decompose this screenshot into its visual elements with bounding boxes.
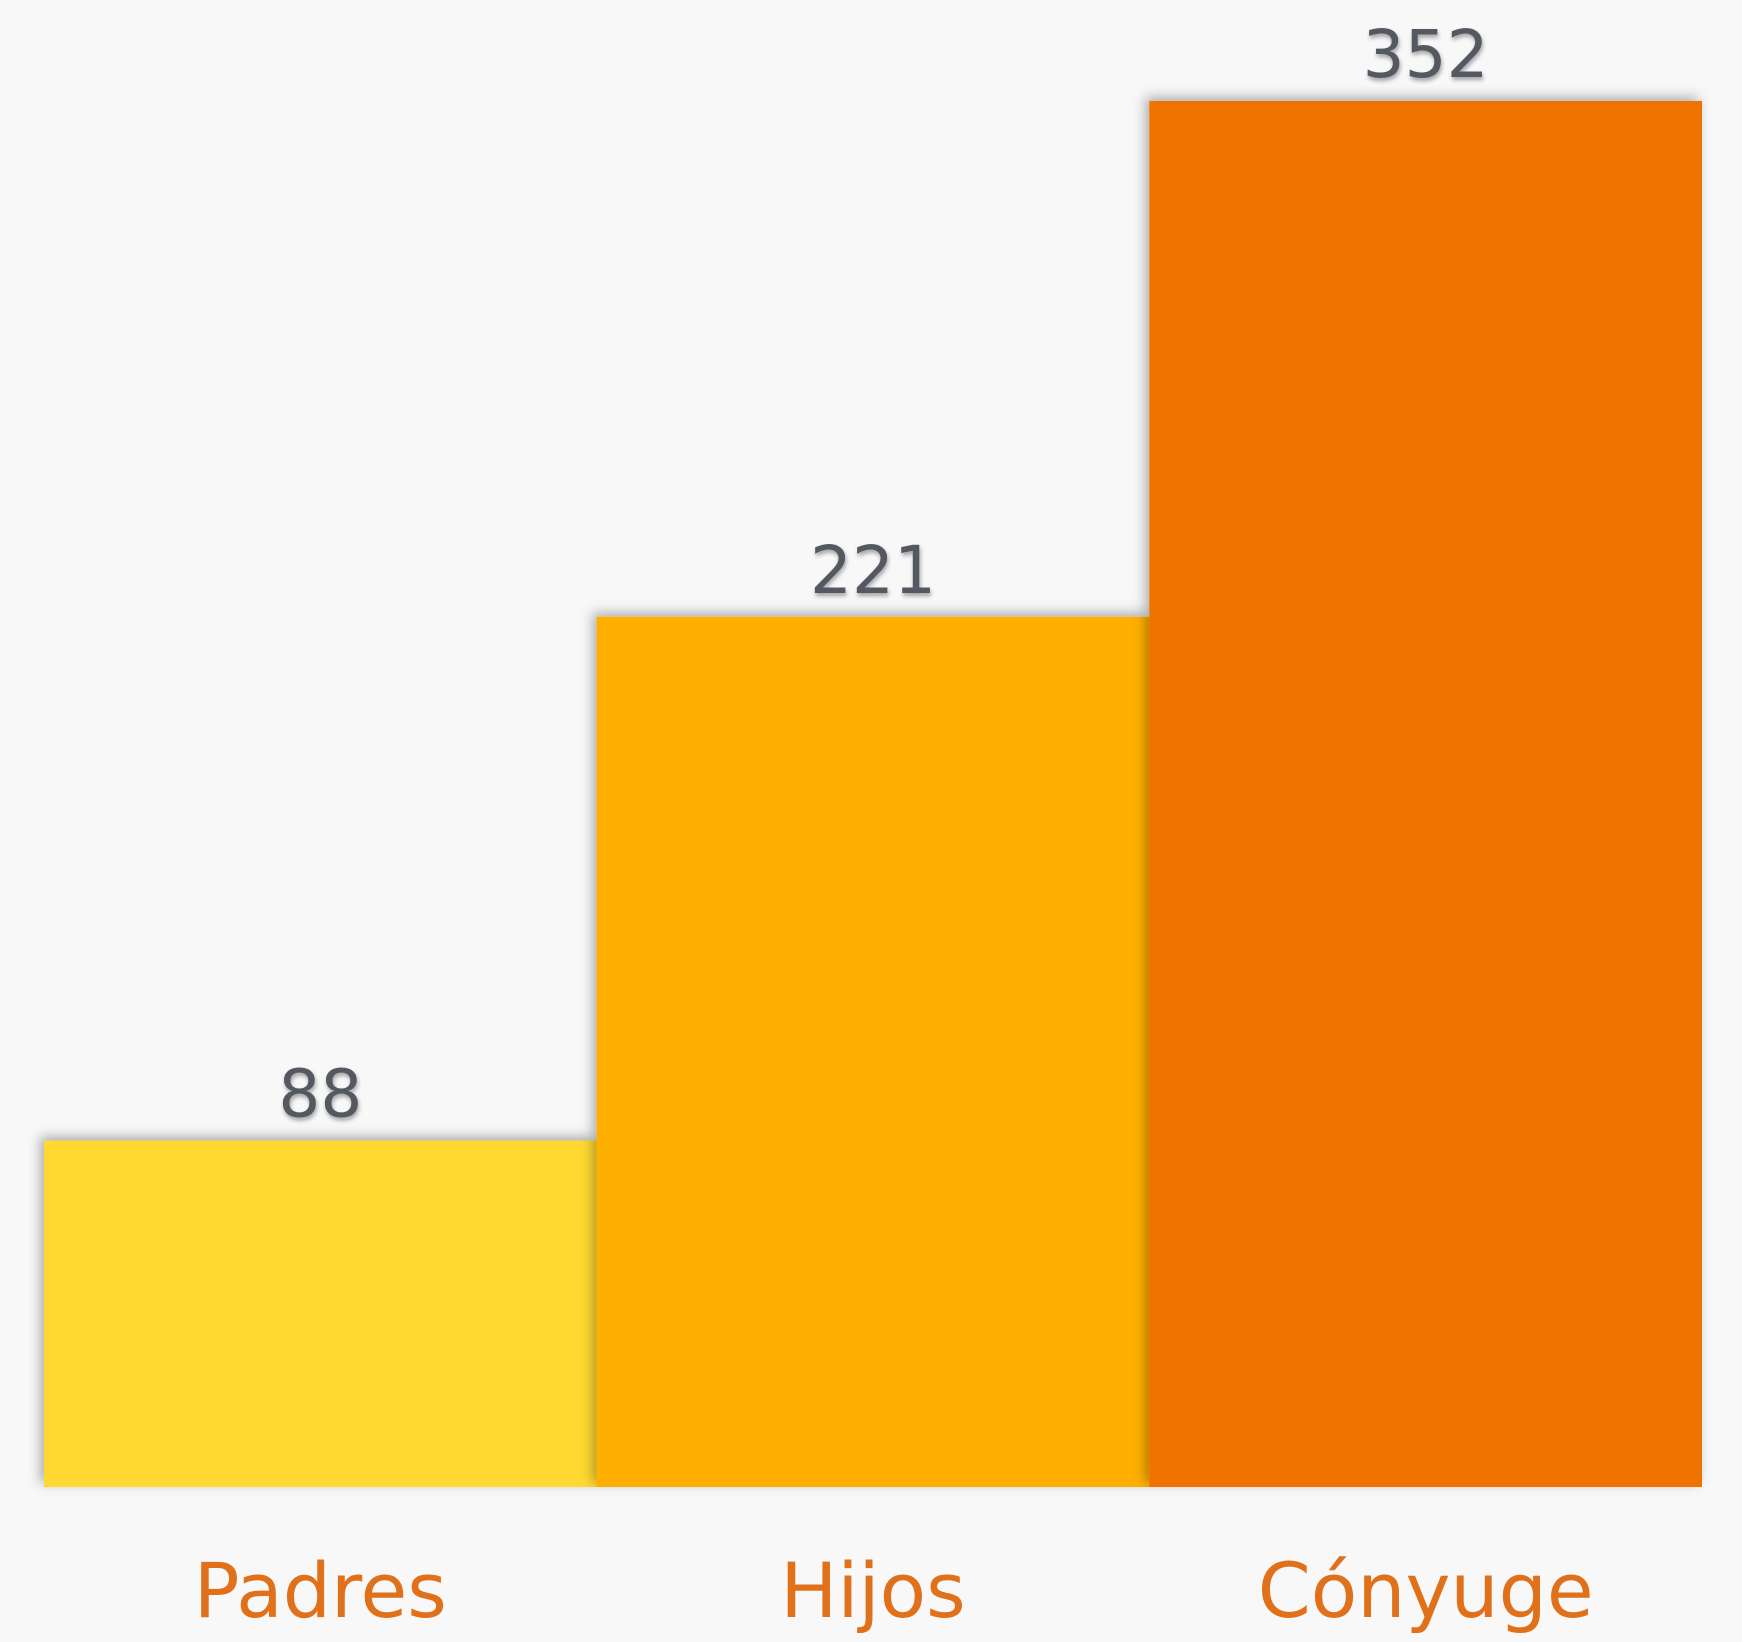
x-tick-label: Cónyuge <box>1258 1546 1594 1635</box>
value-label: 352 <box>1363 16 1489 93</box>
x-tick-label: Padres <box>194 1546 447 1635</box>
value-label: 221 <box>810 532 936 609</box>
bar <box>44 1140 598 1487</box>
bar <box>1149 101 1702 1487</box>
x-tick-label: Hijos <box>780 1546 965 1635</box>
bar <box>596 616 1151 1487</box>
value-label: 88 <box>278 1056 362 1133</box>
